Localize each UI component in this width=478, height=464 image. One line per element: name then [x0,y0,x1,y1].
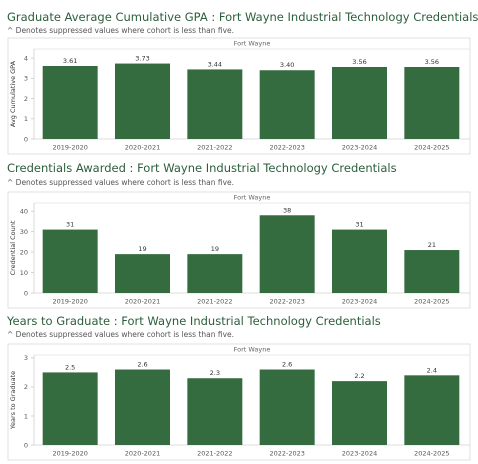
credentials-chart-frame [7,191,471,309]
gpa-bar [187,69,243,139]
gpa-chart-section: Graduate Average Cumulative GPA : Fort W… [0,0,478,155]
credentials-data-label: 31 [355,221,363,229]
credentials-data-label: 21 [428,241,436,249]
credentials-y-tick-label: 20 [20,248,28,256]
gpa-chart-title: Graduate Average Cumulative GPA : Fort W… [7,10,478,24]
years-x-tick-label: 2020-2021 [125,450,160,458]
credentials-x-tick-label: 2020-2021 [125,298,160,306]
years-chart-section: Years to Graduate : Fort Wayne Industria… [0,310,478,464]
gpa-y-tick-label: 4 [24,54,28,62]
credentials-bar [187,254,243,293]
credentials-bar [259,215,315,293]
credentials-y-tick-label: 40 [20,207,28,215]
years-data-label: 2.4 [427,366,437,374]
years-bar [187,378,243,445]
years-y-tick-label: 2 [24,383,28,391]
gpa-data-label: 3.56 [352,58,366,66]
gpa-x-tick-label: 2020-2021 [125,144,160,152]
gpa-chart-subtitle: ^ Denotes suppressed values where cohort… [7,26,235,35]
years-panel-label: Fort Wayne [234,346,271,354]
credentials-y-tick-label: 30 [20,228,28,236]
gpa-x-tick-label: 2023-2024 [342,144,377,152]
gpa-bar [332,67,387,139]
years-data-label: 2.6 [282,361,292,369]
credentials-bar [404,250,460,293]
gpa-bar [115,63,170,139]
years-chart-title: Years to Graduate : Fort Wayne Industria… [7,314,381,328]
credentials-x-tick-label: 2022-2023 [269,298,304,306]
credentials-bar [42,229,98,293]
years-y-axis-title: Years to Graduate [9,371,17,430]
years-bar [115,369,170,445]
years-bar [332,381,387,445]
years-y-tick-label: 0 [24,441,28,449]
credentials-x-tick-label: 2023-2024 [342,298,377,306]
gpa-chart-frame [7,37,471,155]
years-x-tick-label: 2023-2024 [342,450,377,458]
gpa-y-tick-label: 1 [24,115,28,123]
credentials-chart-section: Credentials Awarded : Fort Wayne Industr… [0,155,478,310]
gpa-x-tick-label: 2024-2025 [414,144,449,152]
years-data-label: 2.2 [354,372,364,380]
years-bar [404,375,460,445]
credentials-x-tick-label: 2021-2022 [197,298,232,306]
gpa-x-tick-label: 2022-2023 [269,144,304,152]
years-x-tick-label: 2022-2023 [269,450,304,458]
credentials-y-tick-label: 10 [20,269,28,277]
credentials-chart-title: Credentials Awarded : Fort Wayne Industr… [7,161,397,175]
gpa-x-tick-label: 2021-2022 [197,144,232,152]
gpa-data-label: 3.61 [63,57,77,65]
credentials-x-tick-label: 2019-2020 [52,298,87,306]
years-x-tick-label: 2019-2020 [52,450,87,458]
credentials-y-tick-label: 0 [24,289,28,297]
credentials-data-label: 38 [283,206,291,214]
years-y-tick-label: 3 [24,354,28,362]
years-bar [259,369,315,445]
gpa-y-tick-label: 3 [24,75,28,83]
years-bar-chart: Fort Wayne 0 1 2 3 Years to Graduate 2.5 2019-2… [7,343,471,461]
gpa-panel-label: Fort Wayne [234,40,271,48]
gpa-y-tick-label: 2 [24,95,28,103]
credentials-chart-subtitle: ^ Denotes suppressed values where cohort… [7,178,235,187]
gpa-data-label: 3.44 [208,60,222,68]
credentials-x-tick-label: 2024-2025 [414,298,449,306]
gpa-y-axis-title: Avg Cumulative GPA [9,60,17,127]
gpa-y-tick-label: 0 [24,135,28,143]
years-data-label: 2.6 [137,361,147,369]
gpa-x-tick-label: 2019-2020 [52,144,87,152]
credentials-y-axis-title: Credential Count [9,220,17,275]
credentials-panel-label: Fort Wayne [234,194,271,202]
credentials-bar [332,229,387,293]
credentials-data-label: 19 [138,245,146,253]
years-chart-subtitle: ^ Denotes suppressed values where cohort… [7,330,235,339]
gpa-bar-chart: Fort Wayne 0 1 2 3 4 Avg Cumulative GPA 3.61 201… [7,37,471,155]
credentials-bar [115,254,170,293]
years-data-label: 2.5 [65,363,75,371]
years-y-tick-label: 1 [24,412,28,420]
credentials-data-label: 31 [66,221,74,229]
gpa-data-label: 3.40 [280,61,294,69]
years-x-tick-label: 2021-2022 [197,450,232,458]
years-chart-frame [7,343,471,461]
gpa-data-label: 3.73 [135,55,149,63]
years-bar [42,372,98,445]
years-data-label: 2.3 [210,369,220,377]
gpa-bar [259,70,315,139]
gpa-bar [42,65,98,139]
gpa-bar [404,67,460,139]
years-x-tick-label: 2024-2025 [414,450,449,458]
gpa-data-label: 3.56 [425,58,439,66]
credentials-data-label: 19 [211,245,219,253]
